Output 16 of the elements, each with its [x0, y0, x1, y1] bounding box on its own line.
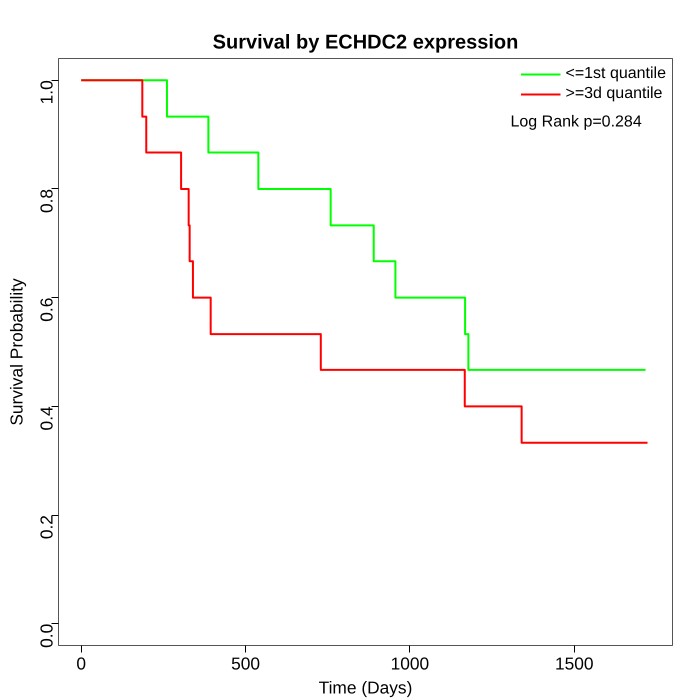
x-axis-title: Time (Days) [318, 678, 412, 698]
y-tick-label: 0.6 [36, 298, 56, 322]
chart-title: Survival by ECHDC2 expression [212, 32, 518, 54]
x-tick-label: 500 [231, 654, 260, 674]
x-tick-label: 1500 [554, 654, 594, 674]
y-tick-label: 1.0 [36, 80, 56, 104]
legend-label: >=3d quantile [565, 85, 662, 103]
y-tick-label: 0.2 [36, 515, 56, 540]
x-tick-label: 0 [76, 654, 86, 674]
y-axis-title: Survival Probability [6, 278, 26, 426]
y-tick-label: 0.4 [36, 406, 56, 430]
annotation: Log Rank p=0.284 [510, 114, 642, 130]
legend-label: <=1st quantile [565, 65, 666, 83]
y-tick-label: 0.0 [36, 624, 56, 648]
x-tick-label: 1000 [390, 654, 430, 674]
y-tick-label: 0.8 [36, 188, 56, 214]
